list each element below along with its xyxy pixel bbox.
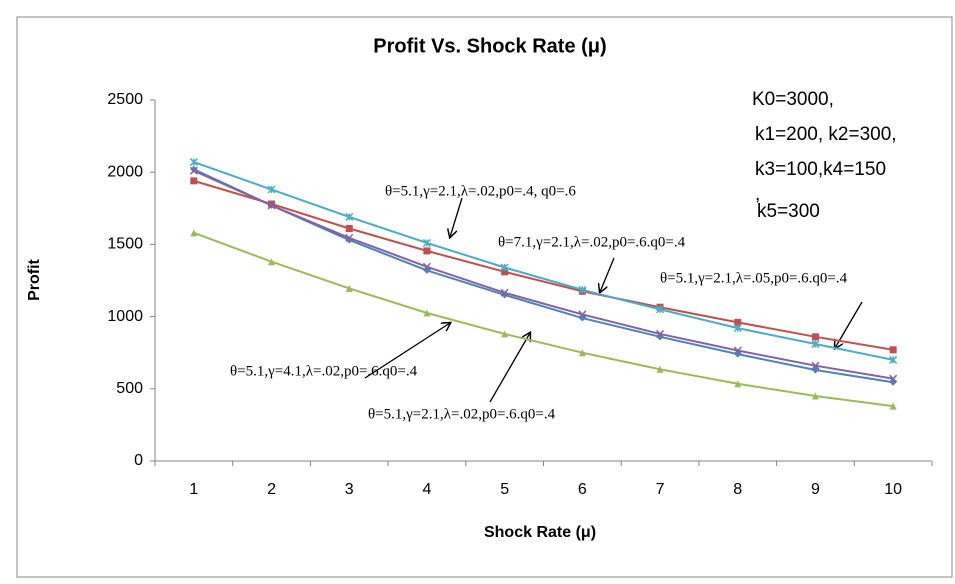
marker bbox=[889, 355, 898, 364]
marker bbox=[189, 166, 198, 175]
marker bbox=[733, 346, 742, 355]
series-line bbox=[193, 179, 894, 351]
y-tick-label: 1500 bbox=[107, 236, 143, 253]
marker bbox=[500, 263, 509, 272]
x-tick-label: 4 bbox=[422, 481, 431, 498]
marker bbox=[345, 284, 353, 292]
marker bbox=[811, 340, 820, 349]
parameter: K0=3000, bbox=[752, 89, 834, 110]
y-axis-label: Profit bbox=[26, 258, 43, 300]
chart-border bbox=[16, 16, 953, 578]
y-tick-label: 2500 bbox=[107, 91, 143, 108]
marker bbox=[811, 361, 820, 370]
x-tick-label: 3 bbox=[345, 481, 354, 498]
arrow bbox=[364, 323, 450, 379]
arrow bbox=[489, 333, 530, 403]
marker bbox=[578, 349, 586, 357]
marker bbox=[345, 212, 354, 221]
marker bbox=[656, 365, 664, 373]
x-tick-label: 10 bbox=[884, 481, 902, 498]
annotation: θ=5.1,γ=2.1,λ=.02,p0=.4, q0=.6 bbox=[385, 183, 576, 199]
marker bbox=[501, 268, 509, 276]
x-tick-label: 7 bbox=[656, 481, 665, 498]
series-line bbox=[193, 161, 894, 361]
marker bbox=[423, 247, 431, 255]
parameter: , bbox=[755, 184, 760, 205]
marker bbox=[889, 346, 897, 354]
arrows bbox=[364, 197, 863, 403]
marker bbox=[656, 305, 665, 314]
annotation: θ=5.1,γ=2.1,λ=.02,p0=.6.q0=.4 bbox=[368, 406, 556, 422]
marker bbox=[268, 200, 276, 208]
x-tick-label: 5 bbox=[500, 481, 509, 498]
marker bbox=[889, 402, 897, 410]
marker bbox=[889, 374, 898, 383]
x-tick-label: 2 bbox=[267, 481, 276, 498]
marker bbox=[734, 318, 742, 326]
marker bbox=[501, 330, 509, 338]
marker bbox=[190, 177, 198, 185]
marker bbox=[734, 380, 742, 388]
marker bbox=[578, 310, 587, 319]
marker bbox=[345, 233, 354, 242]
annotation: θ=5.1,γ=4.1,λ=.02,p0=.6.q0=.4 bbox=[230, 363, 418, 379]
x-tick-label: 6 bbox=[578, 481, 587, 498]
arrow bbox=[450, 197, 463, 237]
marker bbox=[422, 262, 431, 271]
y-tick-label: 1000 bbox=[107, 308, 143, 325]
x-tick-label: 1 bbox=[189, 481, 198, 498]
marker bbox=[268, 258, 276, 266]
marker bbox=[267, 201, 276, 210]
parameter: k5=300 bbox=[757, 201, 820, 222]
marker bbox=[190, 229, 198, 237]
x-tick-label: 9 bbox=[811, 481, 820, 498]
parameter: k3=100,k4=150 bbox=[755, 159, 886, 180]
marker bbox=[267, 185, 276, 194]
marker bbox=[189, 158, 198, 167]
parameter: k1=200, k2=300, bbox=[755, 124, 897, 145]
y-tick-label: 0 bbox=[134, 452, 143, 469]
marker bbox=[656, 329, 665, 338]
marker bbox=[811, 333, 819, 341]
marker bbox=[578, 285, 587, 294]
x-tick-label: 8 bbox=[733, 481, 742, 498]
y-tick-label: 500 bbox=[116, 380, 143, 397]
x-axis-label: Shock Rate (μ) bbox=[484, 524, 596, 541]
annotation: θ=7.1,γ=2.1,λ=.02,p0=.6.q0=.4 bbox=[498, 234, 686, 250]
series-line bbox=[193, 169, 894, 380]
marker bbox=[733, 324, 742, 333]
arrow bbox=[600, 257, 615, 292]
chart-title: Profit Vs. Shock Rate (μ) bbox=[373, 35, 606, 57]
marker bbox=[423, 309, 431, 317]
marker bbox=[422, 238, 431, 247]
y-tick-label: 2000 bbox=[107, 163, 143, 180]
annotation: θ=5.1,γ=2.1,λ=.05,p0=.6.q0=.4 bbox=[660, 270, 848, 286]
series-line bbox=[193, 231, 894, 408]
marker bbox=[345, 225, 353, 233]
marker bbox=[500, 288, 509, 297]
marker bbox=[811, 392, 819, 400]
